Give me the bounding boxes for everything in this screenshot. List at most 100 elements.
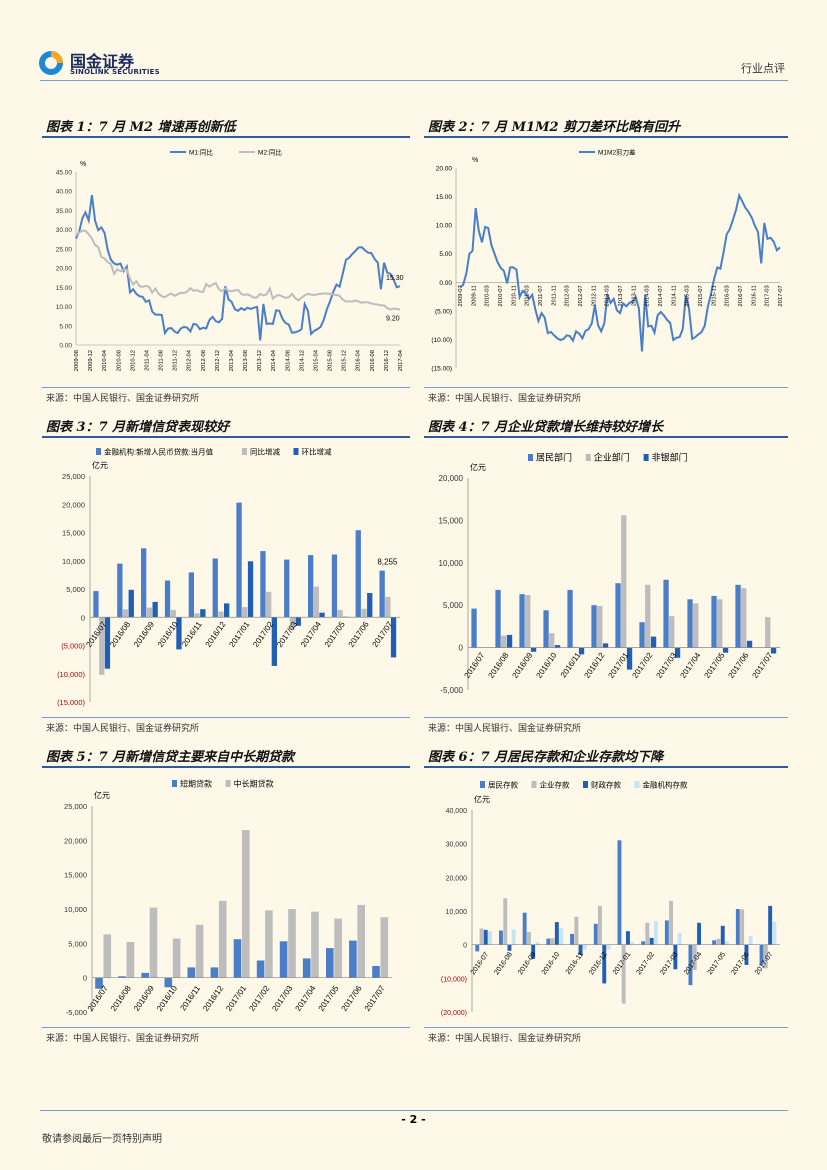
bar-金融机构:新增人民币贷款:当月值 <box>260 551 266 618</box>
bar-短期贷款 <box>349 940 357 978</box>
x-tick-label: 2010-08 <box>116 350 122 371</box>
bar-居民部门 <box>687 599 693 648</box>
bar-中长期贷款 <box>126 942 135 978</box>
figure-1-source-rule <box>42 387 410 388</box>
bar-财政存款 <box>554 922 559 945</box>
legend-swatch <box>480 781 485 788</box>
x-tick-label: 2011-08 <box>159 350 165 371</box>
y-tick-label: 5,000 <box>443 601 464 610</box>
figure-6-source-rule <box>424 1027 788 1028</box>
legend-swatch <box>242 448 247 455</box>
legend-swatch <box>172 780 177 787</box>
y-axis-unit: 亿元 <box>474 794 490 804</box>
figure-3-title: 图表 3：7 月新增信贷表现较好 <box>46 420 230 435</box>
x-tick-label: 2017/04 <box>294 984 318 1013</box>
x-tick-label: 2015-03 <box>685 285 691 306</box>
bar-金融机构存款 <box>772 921 777 945</box>
x-tick-label: 2016/12 <box>204 620 228 649</box>
data-label: 8,255 <box>377 558 398 567</box>
legend-swatch <box>634 781 640 788</box>
x-tick-label: 2015-07 <box>698 285 704 306</box>
bar-居民部门 <box>735 584 741 648</box>
bar-企业部门 <box>501 635 507 648</box>
x-tick-label: 2017/06 <box>340 984 364 1013</box>
bar-居民存款 <box>593 923 598 945</box>
bar-企业存款 <box>598 905 602 945</box>
bar-环比增减 <box>200 609 206 618</box>
y-axis-unit: % <box>80 161 86 168</box>
bar-金融机构:新增人民币贷款:当月值 <box>331 554 338 618</box>
figure-5-title: 图表 5：7 月新增信贷主要来自中长期贷款 <box>46 750 295 765</box>
bar-居民部门 <box>615 583 621 648</box>
figure-3-title-rule <box>42 436 410 438</box>
x-tick-label: 2017/03 <box>275 620 299 649</box>
bar-企业存款 <box>550 938 555 945</box>
bar-企业部门 <box>597 606 603 648</box>
legend-label: 居民存款 <box>488 780 518 790</box>
x-tick-label: 2016/08 <box>486 651 510 680</box>
bar-居民存款 <box>664 920 669 945</box>
y-tick-label: 0.00 <box>59 343 72 350</box>
bar-环比增减 <box>295 617 301 626</box>
series-line-1 <box>459 192 781 352</box>
bar-同比增减 <box>242 607 248 618</box>
bar-中长期贷款 <box>265 910 273 978</box>
bar-企业存款 <box>740 909 745 945</box>
legend-label: 企业存款 <box>540 780 570 790</box>
bar-同比增减 <box>385 596 391 618</box>
figure-1-chart: 45.00 40.00 35.00 30.00 25.00 20.00 15.00 10.00… <box>56 148 404 372</box>
bar-环比增减 <box>390 617 397 658</box>
y-tick-label: (20,000) <box>441 1010 467 1017</box>
figure-3-source: 来源：中国人民银行、国金证券研究所 <box>46 724 200 734</box>
x-tick-label: 2016-12 <box>384 350 390 371</box>
figure-4-title-rule <box>424 436 788 438</box>
legend-label: 居民部门 <box>536 452 572 463</box>
series-line-2 <box>75 229 401 311</box>
bar-金融机构存款 <box>630 942 635 945</box>
x-tick-label: 2014-03 <box>645 285 651 306</box>
bar-短期贷款 <box>326 948 334 978</box>
bar-同比增减 <box>337 609 343 618</box>
bar-财政存款 <box>483 929 488 945</box>
y-axis-unit: % <box>472 157 478 164</box>
bar-短期贷款 <box>118 976 126 978</box>
bar-中长期贷款 <box>149 907 158 978</box>
x-tick-label: 2016-10 <box>541 951 562 976</box>
figure-6-source: 来源：中国人民银行、国金证券研究所 <box>428 1034 582 1044</box>
bar-财政存款 <box>649 937 654 945</box>
x-tick-label: 2016/12 <box>201 984 225 1013</box>
x-tick-label: 2013-04 <box>229 349 235 371</box>
bar-居民存款 <box>735 909 740 945</box>
figure-2-source-rule <box>424 387 788 388</box>
bar-金融机构:新增人民币贷款:当月值 <box>212 558 218 618</box>
y-tick-label: 20.00 <box>436 166 453 173</box>
bar-财政存款 <box>507 944 512 951</box>
x-tick-label: 2016/09 <box>510 651 534 680</box>
brand-name-en: SINOLINK SECURITIES <box>70 68 160 76</box>
bar-金融机构存款 <box>511 929 516 945</box>
bar-企业存款 <box>645 922 650 945</box>
x-tick-label: 2014-08 <box>285 350 291 371</box>
bar-非银部门 <box>626 647 633 670</box>
y-tick-label: 15,000 <box>64 871 87 880</box>
x-tick-label: 2016/07 <box>462 651 486 680</box>
bar-财政存款 <box>768 905 773 945</box>
bar-中长期贷款 <box>242 830 250 978</box>
bar-短期贷款 <box>233 939 242 978</box>
bar-环比增减 <box>319 612 325 618</box>
data-label: 9.20 <box>386 316 400 323</box>
bar-企业部门 <box>525 595 531 648</box>
y-tick-label: 0.00 <box>439 280 452 287</box>
report-category: 行业点评 <box>741 62 785 75</box>
bar-居民存款 <box>546 938 551 945</box>
y-tick-label: -5,000 <box>66 1008 87 1017</box>
bar-中长期贷款 <box>334 918 342 978</box>
series-line-1 <box>75 194 401 341</box>
legend-label: 金融机构存款 <box>643 780 688 790</box>
x-tick-label: 2014-07 <box>658 285 664 306</box>
bar-金融机构:新增人民币贷款:当月值 <box>379 570 385 618</box>
x-tick-label: 2013-11 <box>631 285 637 306</box>
legend-swatch <box>531 781 537 788</box>
x-tick-label: 2016/11 <box>559 651 583 680</box>
y-tick-label: 0 <box>81 613 85 622</box>
